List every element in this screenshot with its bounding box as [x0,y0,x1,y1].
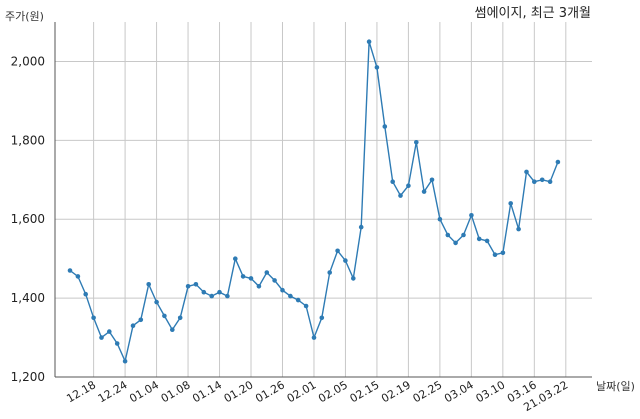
y-tick-label: 1,400 [11,291,45,305]
data-point [484,238,490,244]
data-point [327,270,333,275]
x-tick-label: 02.25 [411,378,445,405]
data-point [524,169,529,175]
data-point [492,252,498,257]
data-point [319,315,325,321]
x-tick-label: 02.19 [379,378,413,405]
y-tick-label: 2,000 [11,54,45,68]
data-point [335,248,340,254]
data-point [461,232,466,238]
data-point [476,236,482,242]
data-point [358,224,364,230]
data-point [146,282,151,287]
x-tick-label: 02.05 [316,378,350,405]
data-point [240,274,246,279]
data-point [351,276,356,281]
x-tick-label: 02.01 [285,378,319,405]
x-tick-label: 01.14 [190,378,224,405]
x-tick-label: 12.18 [64,378,98,405]
chart-title: 썸에이지, 최근 3개월 [475,6,591,21]
data-point [225,293,230,299]
data-point [217,289,222,295]
data-point [67,268,73,273]
data-point [107,329,112,334]
data-point [539,177,545,183]
x-tick-label: 01.26 [253,378,287,405]
data-point [508,201,513,206]
data-point [303,303,309,309]
x-tick-label: 01.04 [127,378,161,405]
data-point [122,358,128,364]
data-point [469,213,474,218]
x-tick-label: 01.20 [222,378,256,405]
data-point [547,179,553,184]
x-tick-label: 02.15 [348,378,382,405]
data-point [177,315,183,321]
data-point [500,250,506,256]
data-point [83,291,88,297]
data-point [421,189,427,194]
x-tick-label: 03.04 [442,378,476,405]
data-point [114,341,120,346]
data-point [130,323,136,329]
data-point [343,258,348,263]
y-axis-label: 주가(원) [5,10,44,23]
data-point [445,232,451,238]
grid-layer [55,22,592,377]
x-tick-label: 01.08 [159,378,193,405]
y-tick-labels: 1,200 1,400 1,600 1,800 2,000 [11,54,45,384]
data-point [532,179,537,184]
data-point [555,159,561,165]
price-points [67,39,561,364]
x-axis-label: 날짜(일) [596,379,635,393]
data-point [398,193,403,198]
data-point [414,140,419,145]
data-point [382,124,388,129]
data-point [264,270,270,275]
data-point [288,293,293,299]
data-point [366,39,372,44]
data-point [75,274,81,279]
data-point [256,284,262,289]
x-tick-label: 03.10 [474,378,508,405]
data-point [209,293,214,299]
data-point [185,284,191,289]
data-point [193,282,199,287]
data-point [295,297,301,303]
data-point [138,317,144,323]
y-tick-label: 1,600 [11,212,45,226]
data-point [233,256,238,262]
data-point [437,216,443,222]
x-tick-label: 12.24 [96,378,130,405]
data-point [170,327,175,333]
data-point [453,240,458,246]
data-point [516,226,521,232]
data-point [91,315,96,321]
data-point [162,313,167,319]
data-point [311,335,317,340]
data-point [406,183,411,188]
data-point [99,335,104,340]
data-point [429,177,435,183]
data-point [201,289,207,295]
data-point [390,179,396,184]
y-tick-label: 1,200 [11,370,45,384]
data-point [280,287,285,293]
data-point [154,299,159,305]
y-tick-label: 1,800 [11,133,45,147]
x-tick-labels: 12.1812.2401.0401.0801.1401.2001.2602.01… [64,378,570,414]
data-point [374,65,380,70]
data-point [248,276,254,281]
data-point [272,278,277,283]
